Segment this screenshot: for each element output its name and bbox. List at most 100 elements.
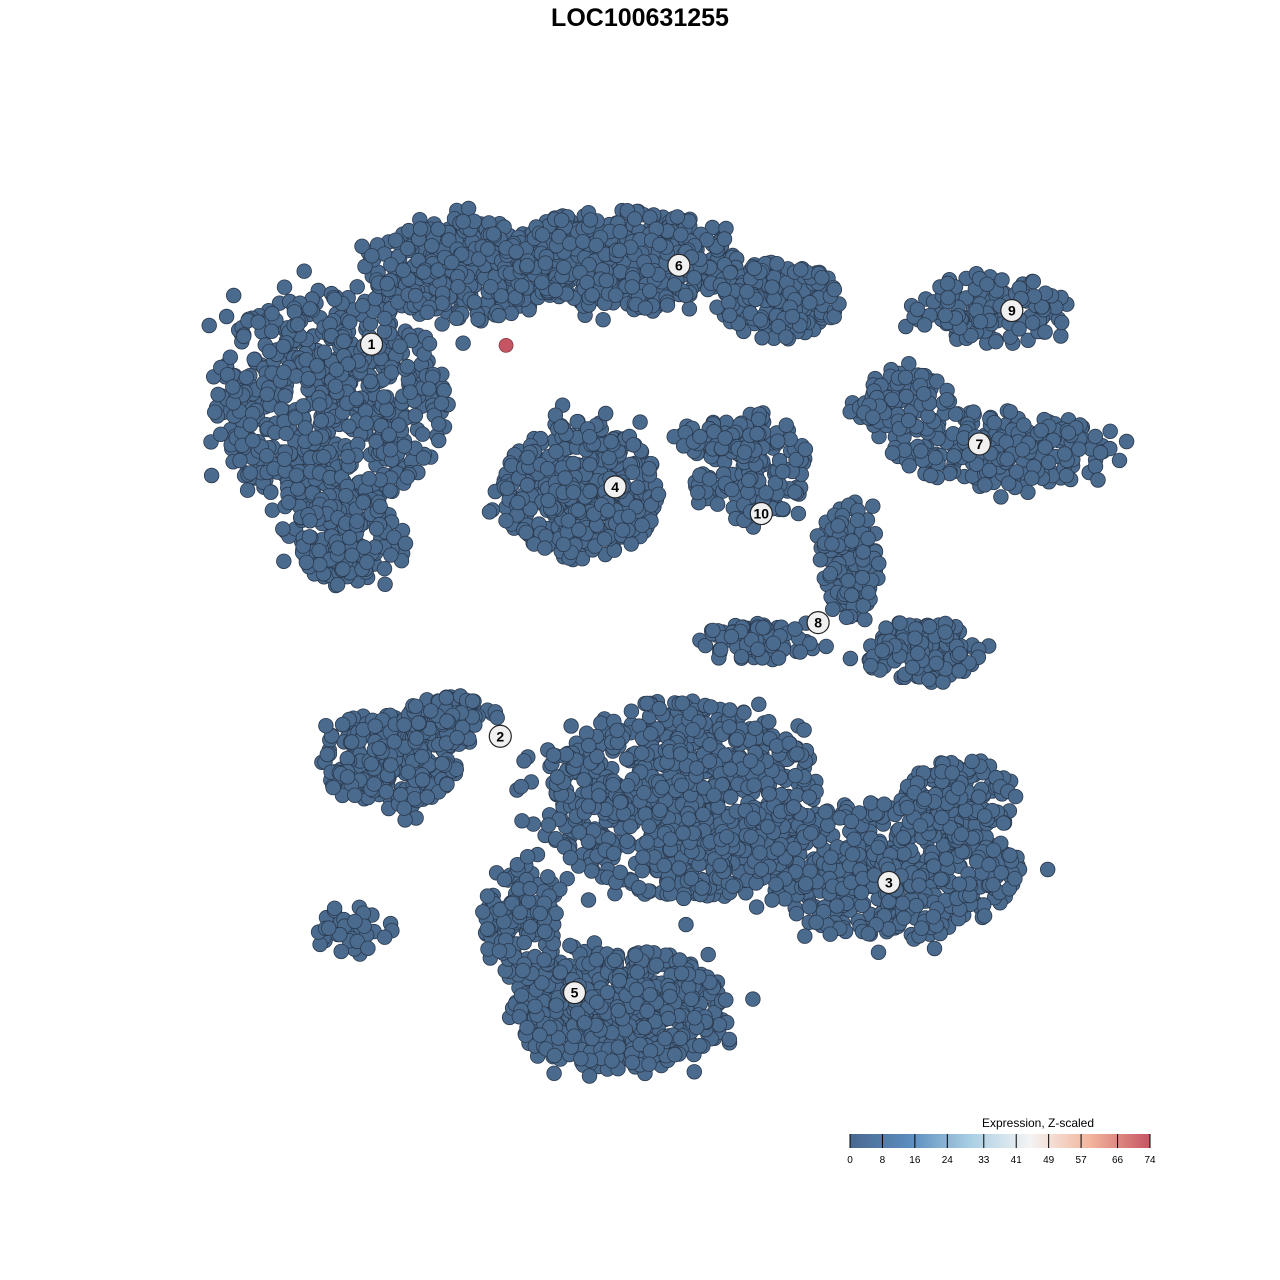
cell-point-cluster-5 [706,787,722,804]
cell-point-cluster-6 [666,277,683,293]
cell-point-cluster-5 [689,760,705,776]
cell-point-cluster-5 [576,772,592,788]
cell-point-cluster-4 [519,477,536,493]
cell-point-cluster-5 [589,994,605,1011]
cell-point-cluster-2 [325,779,341,796]
cell-point-cluster-5 [540,817,557,833]
cell-point-cluster-1 [430,221,446,237]
cell-point-cluster-1 [290,481,306,497]
cell-point-cluster-1 [382,442,399,458]
cell-point-cluster-3 [808,914,824,931]
cell-point-cluster-5 [522,919,539,935]
cell-point-cluster-1 [491,307,507,324]
cell-point-cluster-1 [313,413,330,429]
cell-point-cluster-2 [377,929,393,945]
cell-point-cluster-1 [382,483,398,499]
cell-point-cluster-1 [245,432,261,449]
cell-point-cluster-3 [977,808,993,824]
cell-point-cluster-1 [342,314,358,330]
cell-point-cluster-3 [748,899,765,915]
cell-point-cluster-5 [721,719,738,735]
cell-point-cluster-1 [450,279,466,295]
cell-point-cluster-3 [1007,788,1024,805]
cell-point-cluster-6 [624,279,640,295]
cell-point-cluster-1 [379,276,395,292]
cell-point-cluster-4 [520,449,536,466]
cell-point-cluster-5 [642,1043,659,1059]
cell-point-cluster-5 [723,789,739,805]
cell-point-cluster-1 [212,426,229,443]
cell-point-cluster-6 [562,235,578,252]
cell-point-cluster-2 [367,718,383,734]
cell-point-cluster-1 [335,561,351,577]
cell-point-cluster-3 [896,910,912,926]
cell-point-cluster-6 [652,236,668,253]
cell-point-cluster-4 [582,456,598,473]
cell-point-cluster-5 [562,850,579,866]
cell-point-cluster-1 [242,417,259,433]
cell-point-cluster-5 [703,699,719,715]
cell-point-cluster-1 [455,213,471,230]
cell-point-cluster-3 [863,795,879,811]
cell-point-cluster-5 [643,726,659,742]
cell-point-cluster-1 [235,328,252,345]
cell-point-cluster-4 [518,524,534,541]
cell-point-cluster-3 [964,753,980,770]
cell-point-cluster-2 [438,690,455,706]
cell-point-cluster-5 [610,1002,627,1019]
cell-point-cluster-5 [843,813,860,830]
cell-point-cluster-4 [614,522,631,538]
cell-point-cluster-5 [662,831,679,847]
cell-point-cluster-5 [475,904,491,920]
cell-point-cluster-5 [745,810,762,827]
cell-point-cluster-1 [414,426,431,442]
cell-point-cluster-5 [548,997,565,1013]
cell-point-cluster-6 [673,227,689,243]
cell-point-cluster-6 [608,287,624,303]
cell-point-cluster-1 [286,304,303,320]
cell-point-cluster-3 [846,831,862,848]
cell-point-cluster-3 [801,899,818,915]
cell-point-cluster-5 [606,845,622,862]
cell-point-cluster-1 [275,521,291,537]
cell-point-cluster-5 [648,957,665,973]
cell-point-cluster-1 [349,513,365,529]
cell-point-cluster-1 [341,418,357,435]
cell-point-cluster-5 [641,1056,657,1072]
cell-point-cluster-5 [571,824,587,840]
cell-point-cluster-2 [393,786,409,803]
cell-point-cluster-1 [316,344,333,360]
cell-point-cluster-5 [519,849,536,865]
cell-point-cluster-3 [1002,847,1018,864]
cell-point-cluster-1 [328,362,345,378]
cell-point-cluster-6 [534,274,550,291]
cell-point-cluster-6 [508,244,524,260]
cell-point-cluster-1 [302,301,318,317]
cell-point-cluster-2 [383,757,399,773]
cell-point-cluster-2 [378,784,395,800]
cell-point-cluster-3 [853,884,870,901]
cell-point-cluster-1 [433,395,450,412]
cell-point-cluster-1 [276,451,293,468]
cell-point-cluster-1 [377,310,393,327]
cell-point-cluster-2 [318,718,334,734]
cell-point-cluster-5 [787,767,804,784]
cell-point-cluster-1 [466,294,483,310]
cell-point-cluster-1 [383,547,399,563]
cell-point-cluster-5 [770,841,786,857]
cell-point-cluster-1 [326,291,343,308]
cell-point-cluster-5 [577,1015,593,1031]
cell-point-cluster-2 [319,746,336,763]
cell-point-cluster-3 [854,897,870,914]
cell-point-cluster-6 [480,241,496,257]
cell-point-cluster-5 [546,1065,562,1082]
cell-point-cluster-4 [565,455,582,472]
cell-point-cluster-4 [623,536,639,552]
cell-point-cluster-1 [298,554,315,571]
cell-point-cluster-5 [583,863,600,879]
cell-point-cluster-5 [725,878,741,894]
cell-point-cluster-5 [522,880,538,897]
cell-point-cluster-5 [745,991,761,1007]
cell-point-cluster-1 [399,469,416,485]
